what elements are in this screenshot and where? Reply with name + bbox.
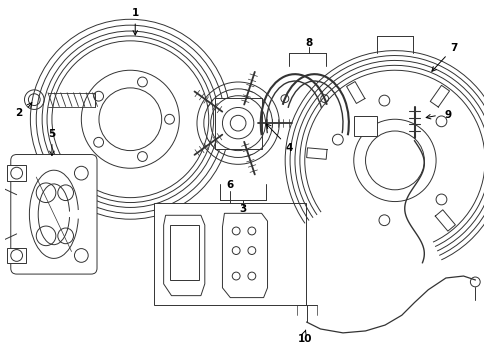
Text: 2: 2 [15,108,22,118]
Text: 10: 10 [297,334,311,344]
Text: 5: 5 [48,129,56,156]
Text: 8: 8 [305,38,312,48]
Text: 7: 7 [431,43,456,71]
Text: 3: 3 [239,204,246,215]
Bar [154,203,305,305]
Bar [7,165,26,181]
Bar [214,98,261,149]
Text: 1: 1 [131,8,139,35]
Text: 6: 6 [226,180,233,190]
Text: 4: 4 [266,124,292,153]
Bar [7,248,26,263]
Bar [353,116,377,136]
FancyBboxPatch shape [11,154,97,274]
Text: 9: 9 [444,110,450,120]
